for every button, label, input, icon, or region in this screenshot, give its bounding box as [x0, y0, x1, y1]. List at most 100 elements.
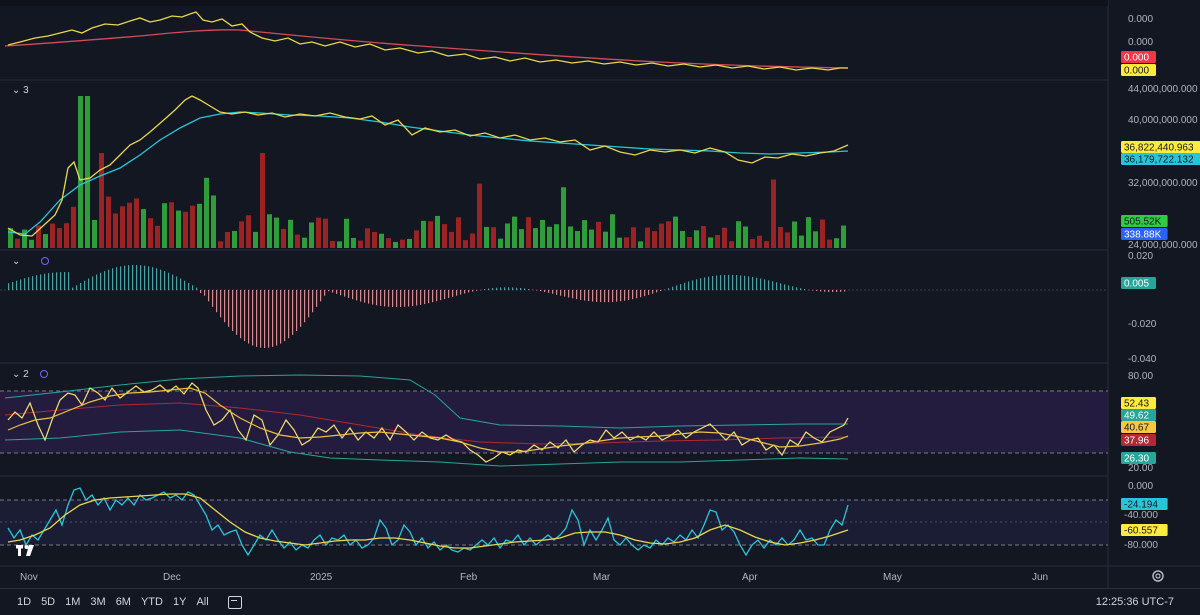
volume-bar	[722, 227, 727, 248]
rsi-pane[interactable]	[0, 374, 1108, 467]
rsi-pane-collapse[interactable]: ⌄ 2	[12, 368, 48, 382]
volume-bar	[379, 233, 384, 248]
volume-bar	[463, 240, 468, 248]
macd-bar	[392, 290, 394, 307]
volume-bar	[792, 221, 797, 248]
range-6m-button[interactable]: 6M	[115, 596, 131, 608]
volume-bar	[715, 234, 720, 248]
volume-bar	[176, 210, 181, 248]
macd-bar	[288, 290, 290, 339]
clock-readout[interactable]: 12:25:36 UTC-7	[1095, 596, 1174, 608]
macd-bar	[52, 272, 54, 290]
volume-bar	[806, 217, 811, 248]
volume-bar	[302, 237, 307, 248]
macd-pane[interactable]	[0, 265, 1108, 348]
axis-tick: -0.040	[1128, 354, 1157, 365]
time-tick: 2025	[310, 572, 333, 583]
macd-bar	[248, 290, 250, 344]
macd-bar	[424, 290, 426, 305]
macd-bar	[28, 277, 30, 290]
range-all-button[interactable]: All	[196, 596, 209, 608]
macd-bar	[680, 284, 682, 290]
macd-bar	[336, 290, 338, 294]
volume-bar	[652, 231, 657, 248]
volume-bar	[393, 241, 398, 248]
volume-bar	[638, 241, 643, 248]
volume-bar	[841, 225, 846, 248]
volume-bar	[442, 224, 447, 248]
range-ytd-button[interactable]: YTD	[140, 596, 163, 608]
range-5d-button[interactable]: 5D	[41, 596, 56, 608]
date-range-icon[interactable]	[227, 595, 242, 609]
volume-bar	[190, 205, 195, 248]
macd-bar	[464, 290, 466, 294]
axis-tick: 40,000,000.000	[1128, 115, 1198, 126]
right-axis[interactable]: 0.000 0.000 44,000,000.000 40,000,000.00…	[1124, 14, 1198, 551]
volume-pane[interactable]	[7, 95, 849, 248]
volume-bar	[43, 234, 48, 248]
price-pane[interactable]	[4, 11, 849, 71]
macd-bar	[544, 290, 546, 292]
macd-pane-collapse[interactable]: ⌄	[12, 255, 50, 269]
williams-r-pane[interactable]	[0, 487, 1108, 557]
macd-bar	[700, 278, 702, 290]
macd-bar	[760, 278, 762, 290]
macd-bar	[80, 282, 82, 290]
volume-bar	[218, 241, 223, 248]
macd-bar	[632, 290, 634, 300]
indicator-settings-icon[interactable]	[39, 370, 48, 379]
macd-bar	[836, 290, 838, 292]
value-badge: 36,179,722.132	[1121, 153, 1200, 166]
volume-bar	[281, 228, 286, 248]
volume-bar	[148, 218, 153, 248]
volume-bar	[344, 218, 349, 248]
volume-bar	[799, 235, 804, 248]
macd-bar	[828, 290, 830, 292]
indicator-settings-icon[interactable]	[41, 257, 50, 266]
macd-bar	[728, 274, 730, 290]
volume-bars	[8, 96, 846, 248]
volume-bar	[134, 198, 139, 248]
volume-bar	[743, 226, 748, 248]
macd-bar	[504, 287, 506, 290]
macd-bar	[824, 290, 826, 292]
volume-pane-collapse[interactable]: ⌄ 3	[12, 84, 29, 98]
macd-bar	[264, 290, 266, 348]
badge-value: 0.000	[1124, 66, 1149, 77]
macd-bar	[552, 290, 554, 294]
macd-bar	[360, 290, 362, 302]
range-1y-button[interactable]: 1Y	[172, 596, 187, 608]
range-1d-button[interactable]: 1D	[17, 596, 32, 608]
macd-bar	[664, 289, 666, 291]
range-3m-button[interactable]: 3M	[90, 596, 106, 608]
macd-bar	[344, 290, 346, 297]
macd-bar	[312, 290, 314, 313]
volume-ma-yellow	[7, 95, 849, 237]
macd-bar	[496, 287, 498, 290]
volume-bar	[323, 218, 328, 248]
macd-bar	[724, 274, 726, 290]
volume-bar	[162, 203, 167, 248]
macd-bar	[228, 290, 230, 327]
range-1m-button[interactable]: 1M	[65, 596, 81, 608]
macd-bar	[48, 273, 50, 290]
volume-bar	[603, 231, 608, 248]
macd-bar	[356, 290, 358, 301]
macd-bar	[572, 290, 574, 299]
volume-bar	[568, 226, 573, 248]
chart-canvas[interactable]: 0.000 0.000 44,000,000.000 40,000,000.00…	[0, 0, 1200, 588]
macd-bar	[20, 279, 22, 290]
macd-bar	[60, 272, 62, 290]
volume-bar	[771, 179, 776, 248]
macd-bar	[284, 290, 286, 342]
value-badge: 52.43	[1121, 397, 1156, 410]
chevron-down-icon: ⌄	[12, 256, 21, 267]
volume-bar	[155, 225, 160, 248]
gear-icon[interactable]	[1152, 570, 1164, 582]
volume-bar	[239, 221, 244, 248]
volume-bar	[645, 227, 650, 248]
price-line	[7, 11, 848, 71]
badge-value: -60.557	[1124, 526, 1158, 537]
badge-value: 52.43	[1124, 399, 1149, 410]
time-axis[interactable]: Nov Dec 2025 Feb Mar Apr May Jun	[20, 572, 1048, 583]
